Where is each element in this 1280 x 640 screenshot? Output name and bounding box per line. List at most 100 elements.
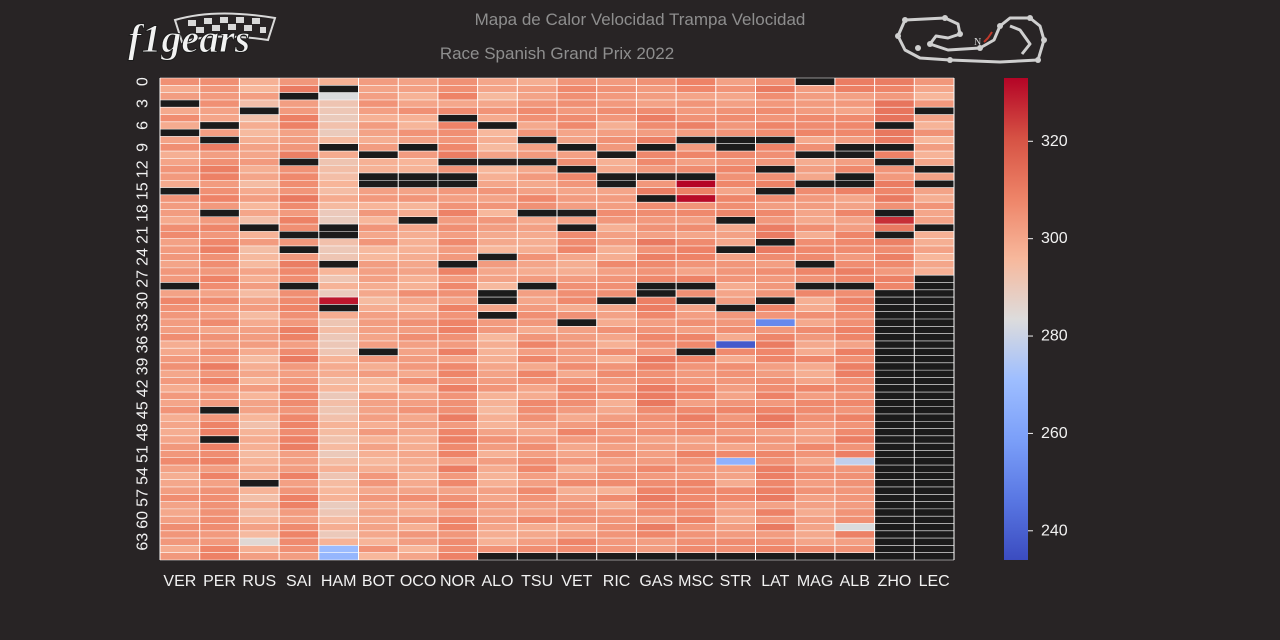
heatmap-cell-LAT-35 (755, 333, 796, 341)
heatmap-cell-PER-59 (199, 508, 240, 517)
heatmap-cell-LAT-62 (755, 530, 796, 539)
heatmap-cell-NOR-50 (437, 443, 478, 451)
heatmap-cell-GAS-65 (636, 552, 677, 560)
heatmap-cell-SAI-27 (279, 275, 319, 283)
heatmap-cell-ALB-62 (834, 530, 875, 539)
heatmap-cell-PER-6 (199, 121, 240, 130)
heatmap-cell-ZHO-21 (874, 231, 915, 239)
heatmap-cell-PER-4 (199, 107, 240, 115)
heatmap-cell-PER-12 (199, 165, 240, 173)
heatmap-cell-MSC-28 (676, 282, 716, 290)
heatmap-cell-VET-21 (557, 231, 597, 239)
heatmap-cell-RUS-10 (239, 151, 280, 159)
heatmap-cell-ALO-23 (477, 245, 518, 254)
heatmap-cell-ZHO-6 (874, 121, 915, 130)
heatmap-cell-RUS-54 (239, 472, 280, 480)
heatmap-cell-LAT-4 (755, 107, 796, 115)
heatmap-cell-VET-40 (557, 370, 597, 378)
heatmap-cell-PER-7 (199, 129, 240, 137)
heatmap-cell-LAT-28 (755, 282, 796, 290)
heatmap-cell-ALO-58 (477, 501, 518, 509)
heatmap-cell-VER-27 (160, 275, 200, 283)
heatmap-cell-LAT-55 (755, 479, 796, 487)
heatmap-cell-TSU-59 (517, 508, 557, 517)
heatmap-cell-ZHO-37 (874, 348, 915, 356)
heatmap-cell-STR-5 (715, 114, 756, 122)
heatmap-cell-RUS-47 (239, 421, 280, 429)
heatmap-cell-MAG-30 (795, 297, 835, 305)
heatmap-cell-PER-51 (199, 450, 240, 458)
heatmap-cell-LAT-11 (755, 158, 796, 166)
heatmap-cell-ALB-40 (834, 370, 875, 378)
heatmap-cell-NOR-38 (437, 355, 478, 363)
y-tick-label-27: 27 (135, 270, 152, 288)
colorbar-tick-label-280: 280 (1041, 328, 1068, 345)
heatmap-cell-VET-48 (557, 428, 597, 436)
heatmap-cell-GAS-12 (636, 165, 677, 173)
heatmap-cell-BOT-18 (358, 209, 399, 217)
heatmap-cell-MAG-54 (795, 472, 835, 480)
heatmap-cell-VET-50 (557, 443, 597, 451)
heatmap-cell-MSC-34 (676, 326, 716, 334)
heatmap-cell-LAT-12 (755, 165, 796, 173)
heatmap-cell-TSU-11 (517, 158, 557, 166)
heatmap-cell-ALO-18 (477, 209, 518, 217)
heatmap-cell-ALB-26 (834, 267, 875, 276)
heatmap-cell-GAS-6 (636, 121, 677, 130)
heatmap-cell-STR-37 (715, 348, 756, 356)
heatmap-cell-VET-25 (557, 260, 597, 268)
heatmap-cell-RUS-63 (239, 538, 280, 546)
heatmap-cell-ALB-8 (834, 136, 875, 144)
heatmap-cell-BOT-5 (358, 114, 399, 122)
heatmap-cell-NOR-20 (437, 224, 478, 232)
heatmap-cell-STR-42 (715, 384, 756, 393)
heatmap-cell-STR-45 (715, 406, 756, 414)
heatmap-cell-NOR-19 (437, 216, 478, 225)
heatmap-cell-ALO-49 (477, 435, 518, 444)
heatmap-cell-MAG-33 (795, 319, 835, 327)
heatmap-cell-HAM-29 (318, 289, 359, 298)
heatmap-cell-STR-25 (715, 260, 756, 268)
heatmap-cell-ZHO-10 (874, 151, 915, 159)
y-tick-label-60: 60 (135, 511, 152, 529)
heatmap-cell-BOT-12 (358, 165, 399, 173)
heatmap-cell-MSC-56 (676, 486, 716, 495)
heatmap-cell-OCO-43 (398, 392, 438, 400)
heatmap-cell-STR-24 (715, 253, 756, 261)
heatmap-cell-RUS-12 (239, 165, 280, 173)
heatmap-cell-NOR-41 (437, 377, 478, 385)
heatmap-cell-STR-56 (715, 486, 756, 495)
heatmap-cell-LEC-20 (914, 224, 954, 232)
heatmap-cell-ALB-49 (834, 435, 875, 444)
heatmap-cell-RIC-2 (596, 92, 637, 100)
heatmap-cell-TSU-4 (517, 107, 557, 115)
heatmap-cell-RUS-2 (239, 92, 280, 100)
heatmap-cell-PER-27 (199, 275, 240, 283)
heatmap-cell-SAI-23 (279, 245, 319, 254)
heatmap-cell-OCO-7 (398, 129, 438, 137)
heatmap-cell-OCO-52 (398, 457, 438, 466)
heatmap-cell-MAG-52 (795, 457, 835, 466)
heatmap-cell-ALO-28 (477, 282, 518, 290)
heatmap-cell-OCO-16 (398, 194, 438, 203)
heatmap-cell-BOT-60 (358, 516, 399, 524)
heatmap-cell-OCO-32 (398, 311, 438, 319)
checkered-flag-pattern (188, 17, 266, 33)
heatmap-cell-LEC-57 (914, 494, 954, 502)
heatmap-cell-VET-18 (557, 209, 597, 217)
heatmap-cell-BOT-38 (358, 355, 399, 363)
heatmap-cell-RUS-52 (239, 457, 280, 466)
heatmap-cell-VET-12 (557, 165, 597, 173)
heatmap-cell-STR-62 (715, 530, 756, 539)
heatmap-cell-MSC-16 (676, 194, 716, 203)
heatmap-cell-NOR-23 (437, 245, 478, 254)
heatmap-cell-GAS-54 (636, 472, 677, 480)
heatmap-cell-RIC-38 (596, 355, 637, 363)
heatmap-cell-ZHO-52 (874, 457, 915, 466)
heatmap-cell-PER-42 (199, 384, 240, 393)
heatmap-cell-SAI-36 (279, 340, 319, 349)
heatmap-cell-GAS-5 (636, 114, 677, 122)
heatmap-cell-LAT-9 (755, 143, 796, 152)
heatmap-cell-MAG-27 (795, 275, 835, 283)
heatmap-cell-ALO-11 (477, 158, 518, 166)
